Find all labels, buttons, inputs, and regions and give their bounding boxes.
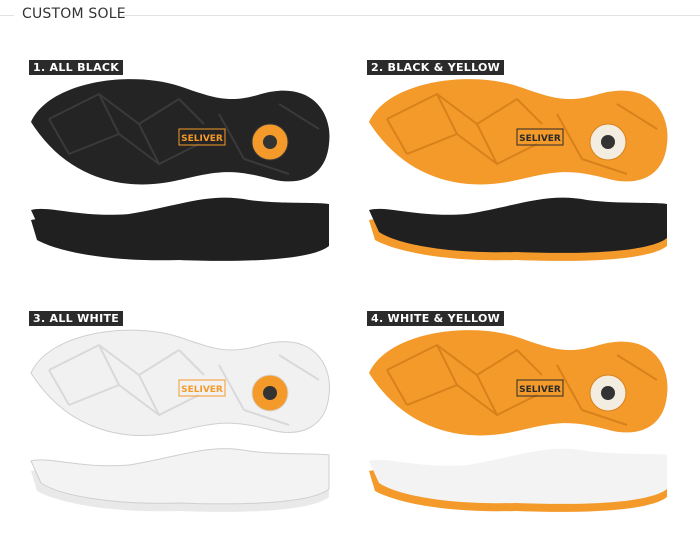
brand-logo: SELIVER	[519, 134, 561, 144]
pivot-disc-hole	[601, 386, 615, 400]
option-label: 4. WHITE & YELLOW	[367, 311, 505, 326]
tread-lines	[386, 92, 658, 175]
option-label: 3. ALL WHITE	[29, 311, 124, 326]
sole-option-all-white[interactable]: 3. ALL WHITE SELIVER	[29, 311, 359, 541]
brand-logo-box	[516, 379, 564, 397]
sole-bottom-view: SELIVER	[31, 79, 330, 185]
sole-bottom-view: SELIVER	[369, 330, 668, 436]
sole-option-white-yellow[interactable]: 4. WHITE & YELLOW SELIVER	[367, 311, 697, 541]
sole-image: SELIVER	[369, 330, 668, 512]
brand-logo: SELIVER	[519, 385, 561, 395]
option-label: 1. ALL BLACK	[29, 60, 124, 75]
sole-side-view	[369, 197, 667, 261]
section-title: CUSTOM SOLE	[22, 6, 126, 22]
sole-image: SELIVER	[369, 79, 668, 261]
brand-logo: SELIVER	[181, 385, 223, 395]
section-header: CUSTOM SOLE	[0, 0, 700, 32]
brand-logo-box	[178, 128, 226, 146]
pivot-disc-hole	[263, 386, 277, 400]
sole-image: SELIVER	[30, 329, 330, 512]
sole-side-view	[31, 197, 329, 261]
tread-lines	[48, 343, 320, 426]
sole-image: SELIVER	[31, 79, 330, 261]
brand-logo-box	[178, 379, 226, 397]
tread-lines	[386, 343, 658, 426]
pivot-disc-hole	[601, 135, 615, 149]
option-label: 2. BLACK & YELLOW	[367, 60, 505, 75]
sole-side-view	[369, 448, 667, 512]
side-upper	[369, 197, 667, 253]
divider	[0, 15, 14, 16]
pivot-disc-hole	[263, 135, 277, 149]
side-upper	[30, 448, 330, 505]
side-upper	[369, 448, 667, 504]
sole-option-all-black[interactable]: 1. ALL BLACK SELIVER	[29, 60, 359, 290]
sole-option-black-yellow[interactable]: 2. BLACK & YELLOW SELIVER	[367, 60, 697, 290]
brand-logo: SELIVER	[181, 134, 223, 144]
sole-bottom-view: SELIVER	[369, 79, 668, 185]
divider	[122, 15, 700, 16]
sole-side-view	[30, 448, 330, 512]
tread-lines	[48, 92, 320, 175]
sole-bottom-view: SELIVER	[30, 329, 330, 436]
side-upper	[31, 197, 329, 253]
brand-logo-box	[516, 128, 564, 146]
